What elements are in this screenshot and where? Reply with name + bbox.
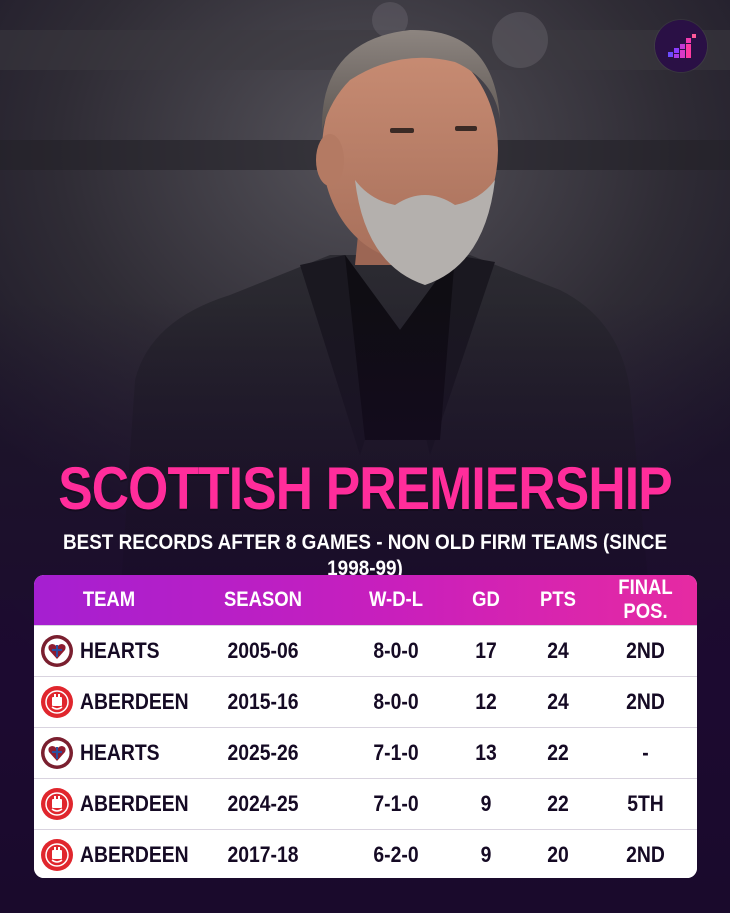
hearts-crest-icon <box>41 635 73 667</box>
season-cell: 2005-06 <box>227 638 299 663</box>
season-cell: 2024-25 <box>227 791 299 816</box>
wdl-cell: 7-1-0 <box>373 791 419 816</box>
gd-cell: 9 <box>480 842 492 867</box>
final-pos-cell: 2ND <box>626 638 665 663</box>
page-title: SCOTTISH PREMIERSHIP <box>58 455 672 522</box>
pts-cell: 22 <box>547 791 569 816</box>
aberdeen-crest-icon <box>41 788 73 820</box>
team-name: ABERDEEN <box>80 689 189 714</box>
final-pos-cell: 2ND <box>626 842 665 867</box>
table-row: ABERDEEN 2017-18 6-2-0 9 20 2ND <box>34 829 697 878</box>
final-pos-cell: 5TH <box>627 791 664 816</box>
wdl-cell: 8-0-0 <box>373 689 419 714</box>
header-gd: GD <box>472 588 500 611</box>
wdl-cell: 6-2-0 <box>373 842 419 867</box>
pts-cell: 24 <box>547 689 569 714</box>
season-cell: 2015-16 <box>227 689 299 714</box>
gd-cell: 13 <box>475 740 497 765</box>
team-cell: ABERDEEN <box>34 787 189 821</box>
header-team: TEAM <box>82 588 136 611</box>
team-name: HEARTS <box>80 638 160 663</box>
season-cell: 2025-26 <box>227 740 299 765</box>
hearts-crest-icon <box>41 737 73 769</box>
table-row: ABERDEEN 2024-25 7-1-0 9 22 5TH <box>34 778 697 829</box>
page-subtitle: BEST RECORDS AFTER 8 GAMES - NON OLD FIR… <box>62 531 668 580</box>
pts-cell: 22 <box>547 740 569 765</box>
team-name: ABERDEEN <box>80 791 189 816</box>
gd-cell: 9 <box>480 791 492 816</box>
aberdeen-crest-icon <box>41 686 73 718</box>
gd-cell: 12 <box>475 689 497 714</box>
pts-cell: 20 <box>547 842 569 867</box>
header-wdl: W-D-L <box>368 588 424 611</box>
header-pts: PTS <box>540 588 576 611</box>
team-cell: HEARTS <box>34 634 184 668</box>
season-cell: 2017-18 <box>227 842 299 867</box>
gd-cell: 17 <box>475 638 497 663</box>
records-table: TEAM SEASON W-D-L GD PTS FINAL POS. HEAR… <box>34 575 697 878</box>
final-pos-cell: 2ND <box>626 689 665 714</box>
team-cell: HEARTS <box>34 736 184 770</box>
table-row: ABERDEEN 2015-16 8-0-0 12 24 2ND <box>34 676 697 727</box>
team-cell: ABERDEEN <box>34 685 189 719</box>
final-pos-cell: - <box>642 740 649 765</box>
team-name: ABERDEEN <box>80 842 189 867</box>
team-name: HEARTS <box>80 740 160 765</box>
table-header: TEAM SEASON W-D-L GD PTS FINAL POS. <box>34 575 697 625</box>
table-row: HEARTS 2005-06 8-0-0 17 24 2ND <box>34 625 697 676</box>
rising-bars-logo-icon <box>655 20 707 72</box>
table-row: HEARTS 2025-26 7-1-0 13 22 - <box>34 727 697 778</box>
header-season: SEASON <box>223 588 303 611</box>
wdl-cell: 8-0-0 <box>373 638 419 663</box>
aberdeen-crest-icon <box>41 839 73 871</box>
team-cell: ABERDEEN <box>34 838 189 872</box>
header-final-pos: FINAL POS. <box>618 576 673 623</box>
wdl-cell: 7-1-0 <box>373 740 419 765</box>
pts-cell: 24 <box>547 638 569 663</box>
